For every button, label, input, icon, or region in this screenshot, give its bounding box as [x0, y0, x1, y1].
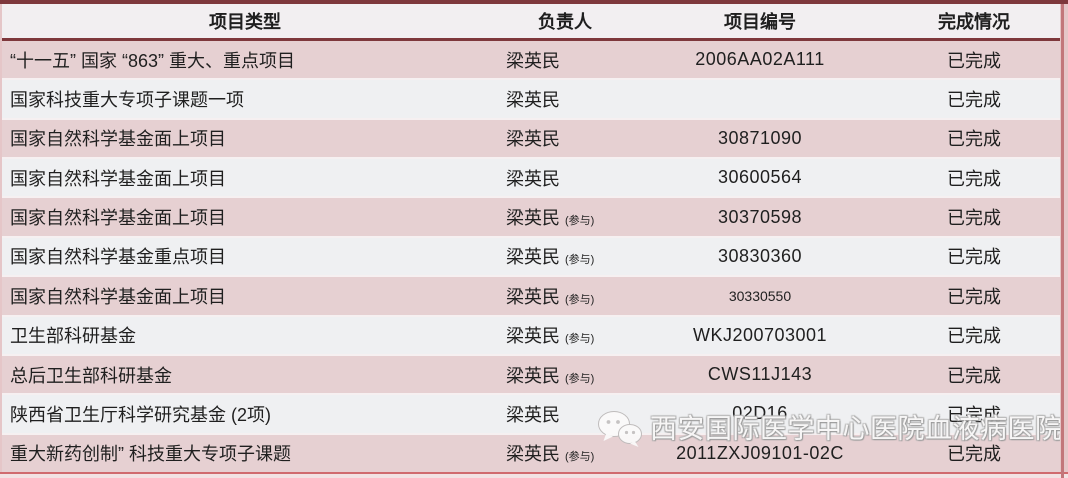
person-cell: 梁英民: [490, 86, 640, 112]
project-type-cell: 国家自然科学基金面上项目: [10, 129, 226, 150]
status-cell: 已完成: [947, 168, 1001, 189]
project-number-cell: 2011ZXJ09101-02C: [676, 442, 844, 463]
project-number-cell: 30600564: [717, 167, 803, 188]
person-cell: 梁英民: [490, 125, 640, 151]
project-type-cell: 国家自然科学基金面上项目: [10, 168, 226, 189]
table-row: “十一五” 国家 “863” 重大、重点项目 梁英民 2006AA02A111 …: [0, 41, 1068, 79]
header-person: 负责人: [538, 12, 592, 32]
project-type-cell: 国家自然科学基金面上项目: [10, 208, 226, 229]
table-row: 国家自然科学基金重点项目 梁英民 (参与) 30830360 已完成: [0, 235, 1068, 276]
project-type-cell: 重大新药创制” 科技重大专项子课题: [10, 444, 291, 465]
header-project-type: 项目类型: [209, 12, 281, 32]
table-row: 国家自然科学基金面上项目 梁英民 (参与) 30330550 已完成: [0, 275, 1068, 315]
table-row: 国家自然科学基金面上项目 梁英民 30871090 已完成: [0, 117, 1068, 158]
status-cell: 已完成: [947, 326, 1001, 347]
person-name: 梁英民: [506, 365, 560, 386]
table-header-row: 项目类型 负责人 项目编号 完成情况: [0, 4, 1068, 41]
person-name: 梁英民: [506, 326, 560, 347]
person-cell: 梁英民 (参与): [490, 440, 640, 466]
project-type-cell: 国家自然科学基金重点项目: [10, 247, 226, 268]
person-name: 梁英民: [506, 90, 560, 111]
header-project-number: 项目编号: [724, 12, 796, 32]
status-cell: 已完成: [947, 90, 1001, 111]
project-type-cell: 陕西省卫生厅科学研究基金 (2项): [10, 404, 271, 425]
participation-note: (参与): [565, 372, 595, 385]
project-number-cell: 30330550: [728, 287, 792, 304]
project-type-cell: 国家自然科学基金面上项目: [10, 286, 226, 307]
table-row: 国家自然科学基金面上项目 梁英民 30600564 已完成: [0, 157, 1068, 197]
table-row: 重大新药创制” 科技重大专项子课题 梁英民 (参与) 2011ZXJ09101-0…: [0, 432, 1068, 472]
status-cell: 已完成: [947, 247, 1001, 268]
participation-note: (参与): [565, 254, 595, 267]
person-cell: 梁英民 (参与): [490, 322, 640, 348]
project-number-cell: CWS11J143: [707, 364, 813, 385]
bottom-border-line: [0, 472, 1068, 474]
status-cell: 已完成: [947, 404, 1001, 425]
project-number-cell: 02D16: [732, 403, 788, 424]
project-number-cell: WKJ200703001: [692, 324, 828, 345]
person-name: 梁英民: [506, 404, 560, 425]
participation-note: (参与): [565, 451, 595, 464]
status-cell: 已完成: [947, 286, 1001, 307]
project-type-cell: 总后卫生部科研基金: [10, 365, 172, 386]
participation-note: (参与): [565, 333, 595, 346]
person-name: 梁英民: [506, 444, 560, 465]
person-name: 梁英民: [506, 50, 560, 71]
right-border-line: [1061, 4, 1064, 478]
left-border-strip: [0, 4, 2, 478]
person-cell: 梁英民 (参与): [490, 243, 640, 269]
status-cell: 已完成: [947, 208, 1001, 229]
participation-note: (参与): [565, 293, 595, 306]
bottom-border-strip: [0, 474, 1068, 478]
project-number-cell: 2006AA02A111: [695, 49, 825, 70]
status-cell: 已完成: [947, 50, 1001, 71]
project-type-cell: “十一五” 国家 “863” 重大、重点项目: [10, 50, 296, 71]
top-border-bar: [0, 0, 1068, 4]
project-type-cell: 卫生部科研基金: [10, 326, 136, 347]
table-row: 卫生部科研基金 梁英民 (参与) WKJ200703001 已完成: [0, 314, 1068, 354]
person-cell: 梁英民: [490, 401, 640, 427]
project-number-cell: 30370598: [717, 206, 803, 227]
person-cell: 梁英民: [490, 165, 640, 191]
participation-note: (参与): [565, 215, 595, 228]
project-number-cell: 30871090: [717, 127, 803, 148]
table-row: 总后卫生部科研基金 梁英民 (参与) CWS11J143 已完成: [0, 353, 1068, 394]
table-row: 国家科技重大专项子课题一项 梁英民 已完成: [0, 78, 1068, 118]
person-name: 梁英民: [506, 208, 560, 229]
project-number-cell: 30830360: [717, 245, 803, 266]
table-row: 国家自然科学基金面上项目 梁英民 (参与) 30370598 已完成: [0, 196, 1068, 236]
person-name: 梁英民: [506, 168, 560, 189]
person-name: 梁英民: [506, 129, 560, 150]
status-cell: 已完成: [947, 365, 1001, 386]
right-border-strip: [1060, 4, 1068, 478]
status-cell: 已完成: [947, 444, 1001, 465]
table-body: “十一五” 国家 “863” 重大、重点项目 梁英民 2006AA02A111 …: [0, 41, 1068, 472]
person-cell: 梁英民 (参与): [490, 204, 640, 230]
person-cell: 梁英民 (参与): [490, 283, 640, 309]
person-name: 梁英民: [506, 286, 560, 307]
person-cell: 梁英民 (参与): [490, 362, 640, 388]
person-name: 梁英民: [506, 247, 560, 268]
status-cell: 已完成: [947, 129, 1001, 150]
table-row: 陕西省卫生厅科学研究基金 (2项) 梁英民 02D16 已完成: [0, 393, 1068, 433]
header-status: 完成情况: [938, 12, 1010, 32]
person-cell: 梁英民: [490, 47, 640, 73]
project-type-cell: 国家科技重大专项子课题一项: [10, 90, 244, 111]
